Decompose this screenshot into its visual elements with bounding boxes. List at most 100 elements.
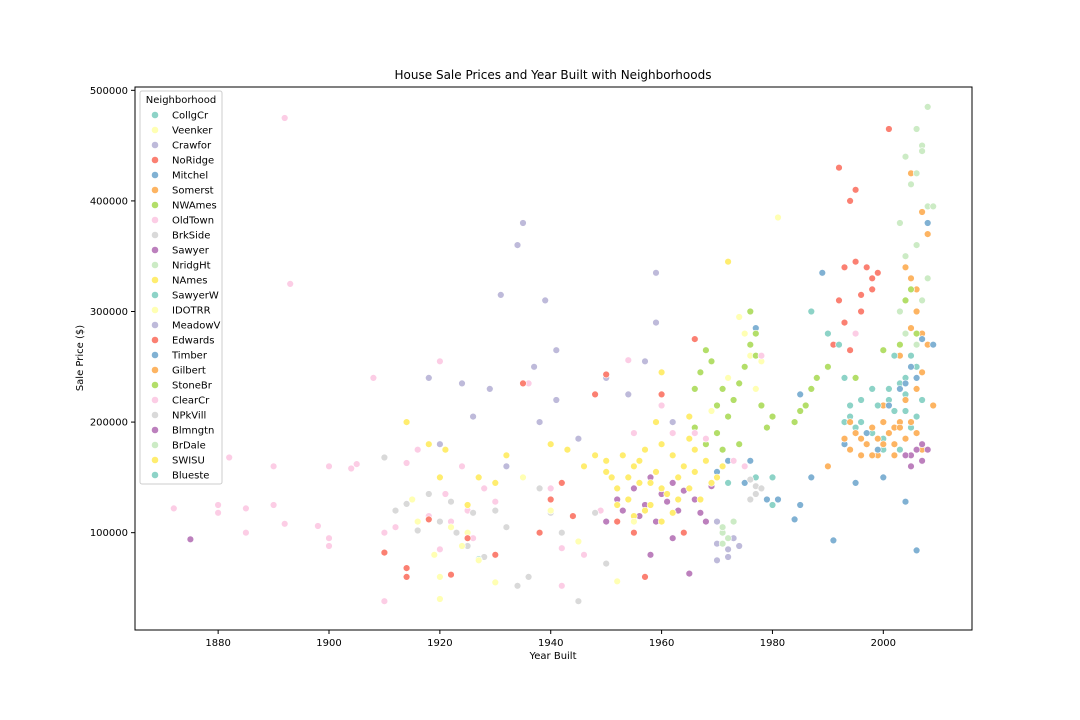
- legend-marker-collgcr: [151, 111, 159, 119]
- legend-marker-sawyer: [151, 246, 159, 254]
- point-brkside-18: [574, 597, 583, 605]
- point-oldtown-9: [281, 520, 289, 528]
- legend-marker-blmngtn: [151, 426, 159, 434]
- point-nridght-14: [918, 296, 926, 305]
- point-nwames-18: [713, 401, 721, 410]
- point-swisu-0: [402, 418, 411, 426]
- point-oldtown-37: [558, 582, 566, 590]
- point-sawyer-20: [668, 534, 677, 542]
- point-sawyerw-12: [890, 352, 899, 360]
- point-nwames-5: [718, 385, 727, 393]
- point-brkside-1: [391, 506, 400, 515]
- legend-marker-clearcr: [151, 396, 159, 404]
- point-oldtown-32: [480, 484, 488, 493]
- point-crawfor-2: [436, 440, 444, 448]
- point-oldtown-1: [214, 501, 222, 509]
- legend-marker-nwames: [151, 201, 159, 209]
- point-stonebr-8: [896, 341, 904, 349]
- point-nridght-0: [896, 219, 904, 227]
- legend-label-nridght: NridgHt: [172, 261, 211, 272]
- point-names-32: [652, 418, 660, 426]
- legend-label-clearcr: ClearCr: [172, 396, 210, 407]
- point-veenker-6: [707, 407, 716, 415]
- legend-marker-blueste: [151, 471, 159, 479]
- point-sawyerw-6: [857, 418, 865, 426]
- point-clearcr-5: [729, 457, 738, 465]
- point-nwames-3: [707, 357, 716, 365]
- point-sawyer-11: [668, 479, 677, 487]
- point-swisu-8: [546, 440, 555, 448]
- point-names-25: [624, 473, 632, 482]
- point-meadowv-5: [735, 542, 743, 550]
- point-names-21: [718, 462, 727, 470]
- point-stonebr-9: [901, 296, 910, 305]
- point-oldtown-15: [347, 464, 355, 473]
- point-clearcr-1: [657, 401, 666, 410]
- legend-label-timber: Timber: [171, 351, 208, 362]
- point-brkside-6: [447, 498, 455, 506]
- point-timber-4: [901, 379, 910, 388]
- point-noridge-0: [835, 164, 843, 172]
- point-swisu-7: [502, 451, 511, 459]
- y-tick-label-4: 500000: [90, 86, 128, 97]
- point-brkside-2: [402, 500, 411, 508]
- point-sawyer-17: [702, 517, 710, 526]
- point-mitchel-14: [912, 546, 921, 555]
- point-blueste-0: [768, 473, 777, 482]
- x-tick-label-4: 1960: [649, 638, 674, 649]
- legend-marker-swisu: [151, 456, 159, 464]
- point-brkside-12: [502, 523, 511, 531]
- point-oldtown-29: [458, 462, 466, 470]
- point-edwards-6: [491, 551, 499, 559]
- point-names-29: [668, 509, 677, 517]
- point-somerst-6: [901, 263, 910, 271]
- point-gilbert-18: [879, 440, 887, 448]
- legend-marker-nridght: [151, 261, 159, 269]
- point-sawyer-19: [646, 551, 655, 559]
- point-nridght-16: [901, 329, 910, 338]
- point-swisu-10: [580, 462, 588, 470]
- point-names-17: [696, 495, 705, 504]
- point-names-31: [613, 501, 621, 509]
- point-mitchel-15: [901, 498, 910, 506]
- point-crawfor-9: [530, 363, 538, 371]
- legend-label-gilbert: Gilbert: [172, 366, 206, 377]
- point-gilbert-12: [907, 418, 915, 426]
- point-nwames-21: [746, 341, 754, 349]
- point-gilbert-17: [868, 451, 876, 459]
- point-stonebr-10: [907, 285, 915, 294]
- legend-box: [139, 90, 223, 485]
- point-names-24: [657, 517, 666, 526]
- point-nwames-9: [740, 363, 749, 371]
- point-edwards-14: [613, 517, 621, 526]
- legend-label-oldtown: OldTown: [172, 216, 214, 227]
- point-names-9: [652, 468, 660, 476]
- point-brkside-3: [414, 526, 422, 535]
- point-idotrr-9: [491, 578, 499, 587]
- point-gilbert-5: [868, 423, 876, 432]
- plot-area: [134, 86, 973, 631]
- legend-label-noridge: NoRidge: [172, 156, 214, 167]
- point-noridge-7: [868, 274, 876, 282]
- point-veenker-5: [724, 374, 732, 382]
- legend-entries: CollgCr Veenker Crawfor NoRidge Mitchel Somer…: [151, 111, 221, 482]
- legend-label-edwards: Edwards: [172, 336, 214, 347]
- point-oldtown-25: [436, 545, 444, 553]
- point-brkside-20: [602, 559, 610, 568]
- point-stonebr-11: [912, 329, 921, 338]
- point-crawfor-19: [668, 418, 677, 426]
- legend-marker-oldtown: [151, 216, 159, 224]
- legend-label-meadowv: MeadowV: [172, 321, 221, 332]
- x-axis-ticks: 1880 1900 1920 1940 1960 1980 2000: [205, 630, 896, 649]
- point-names-2: [613, 484, 621, 493]
- point-noridge-4: [851, 258, 860, 266]
- point-mitchel-6: [774, 495, 782, 504]
- point-crawfor-7: [513, 241, 522, 249]
- point-sawyerw-1: [824, 329, 832, 338]
- point-idotrr-14: [630, 517, 638, 526]
- point-blmngtn-4: [918, 440, 926, 448]
- point-somerst-7: [907, 324, 915, 332]
- point-edwards-5: [463, 534, 472, 542]
- point-blmngtn-5: [923, 446, 932, 454]
- point-names-13: [674, 473, 682, 482]
